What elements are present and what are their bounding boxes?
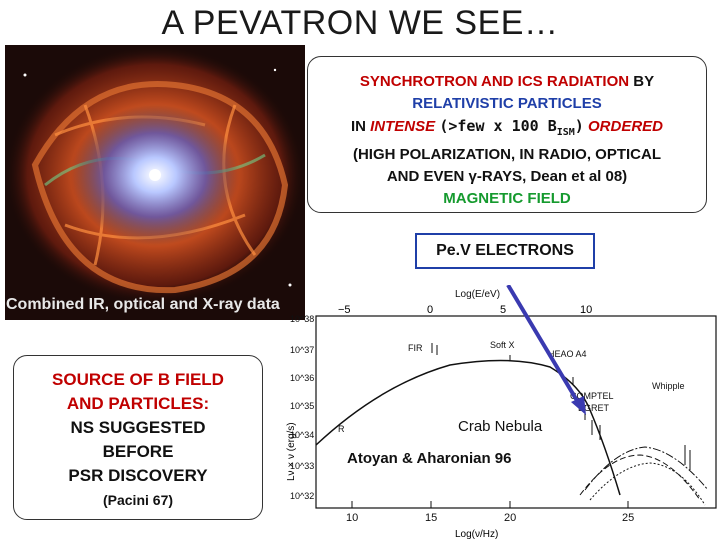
synchrotron-textbox: SYNCHROTRON AND ICS RADIATION BY RELATIV…	[307, 56, 707, 213]
y-tick-5: 10^34	[290, 430, 314, 440]
pev-arrow-head	[571, 396, 586, 415]
synchrotron-curve	[315, 359, 621, 496]
ics-curve-2	[589, 462, 706, 506]
top-tick-4: 10	[580, 304, 592, 316]
intense-label: INTENSE	[370, 118, 436, 135]
top-tick-2: 0	[427, 304, 433, 316]
y-tick-7: 10^32	[290, 491, 314, 501]
bottom-tick-4: 25	[622, 512, 634, 524]
field-strength-label: (>few x 100 B	[439, 117, 557, 135]
top-tick-1: −5	[338, 304, 351, 316]
pev-electrons-box: Pe.V ELECTRONS	[415, 233, 595, 269]
attribution-label: Atoyan & Aharonian 96	[345, 450, 514, 467]
box-top-line-3: IN INTENSE (>few x 100 BISM) ORDERED	[308, 115, 706, 144]
relativistic-particles-label: RELATIVISTIC PARTICLES	[412, 95, 602, 112]
synchrotron-label: SYNCHROTRON AND ICS RADIATION	[359, 73, 630, 90]
ordered-label: ORDERED	[588, 118, 664, 135]
egret-label: EGRET	[578, 403, 610, 413]
source-line-1: SOURCE OF B FIELD	[52, 370, 224, 389]
box-top-line-1: SYNCHROTRON AND ICS RADIATION BY	[308, 71, 706, 93]
crab-sed-plot: Log(E/eV) −5 0 5 10 Lν × ν (erg/s) 10^38…	[286, 285, 717, 540]
y-tick-6: 10^33	[290, 461, 314, 471]
source-line-6: (Pacini 67)	[102, 492, 174, 508]
y-tick-4: 10^35	[290, 401, 314, 411]
field-strength-close: )	[574, 117, 584, 135]
plot-frame	[315, 315, 717, 509]
source-textbox: SOURCE OF B FIELD AND PARTICLES: NS SUGG…	[13, 355, 263, 520]
y-tick-1: 10^38	[290, 314, 314, 324]
source-line-4: BEFORE	[102, 442, 174, 461]
top-axis-label: Log(E/eV)	[455, 289, 500, 300]
bottom-tick-1: 10	[346, 512, 358, 524]
source-line-5: PSR DISCOVERY	[68, 466, 208, 485]
in-label: IN	[350, 118, 366, 135]
magnetic-field-label: MAGNETIC FIELD	[443, 190, 571, 207]
ics-curve-3	[584, 446, 709, 491]
fir-label: FIR	[408, 343, 423, 353]
source-line-3: NS SUGGESTED	[70, 418, 206, 437]
slide-title: A PEVATRON WE SEE…	[161, 4, 559, 42]
heao-label: HEAO A4	[548, 349, 587, 359]
crab-nebula-illustration	[5, 45, 305, 320]
ics-curve-1	[579, 454, 701, 501]
y-axis-label: Lν × ν (erg/s)	[286, 422, 297, 481]
whipple-label: Whipple	[652, 381, 685, 391]
bottom-axis-label: Log(ν/Hz)	[455, 529, 498, 540]
by-label: BY	[633, 73, 655, 90]
y-tick-3: 10^36	[290, 373, 314, 383]
crab-nebula-label: Crab Nebula	[458, 418, 543, 435]
pev-arrow	[506, 285, 584, 411]
image-caption: Combined IR, optical and X-ray data	[6, 296, 280, 313]
r-label: R	[338, 424, 345, 434]
y-tick-2: 10^37	[290, 345, 314, 355]
source-line-2: AND PARTICLES:	[66, 394, 210, 413]
crab-nebula-image	[5, 45, 305, 320]
bottom-tick-2: 15	[425, 512, 437, 524]
comptel-label: COMPTEL	[570, 391, 614, 401]
bottom-tick-3: 20	[504, 512, 516, 524]
ism-subscript: ISM	[556, 127, 575, 138]
top-tick-3: 5	[500, 304, 506, 316]
gamma-rays-label: AND EVEN γ-RAYS, Dean et al 08)	[386, 168, 628, 185]
polarization-label: (HIGH POLARIZATION, IN RADIO, OPTICAL	[352, 146, 662, 163]
soft-x-label: Soft X	[490, 340, 515, 350]
